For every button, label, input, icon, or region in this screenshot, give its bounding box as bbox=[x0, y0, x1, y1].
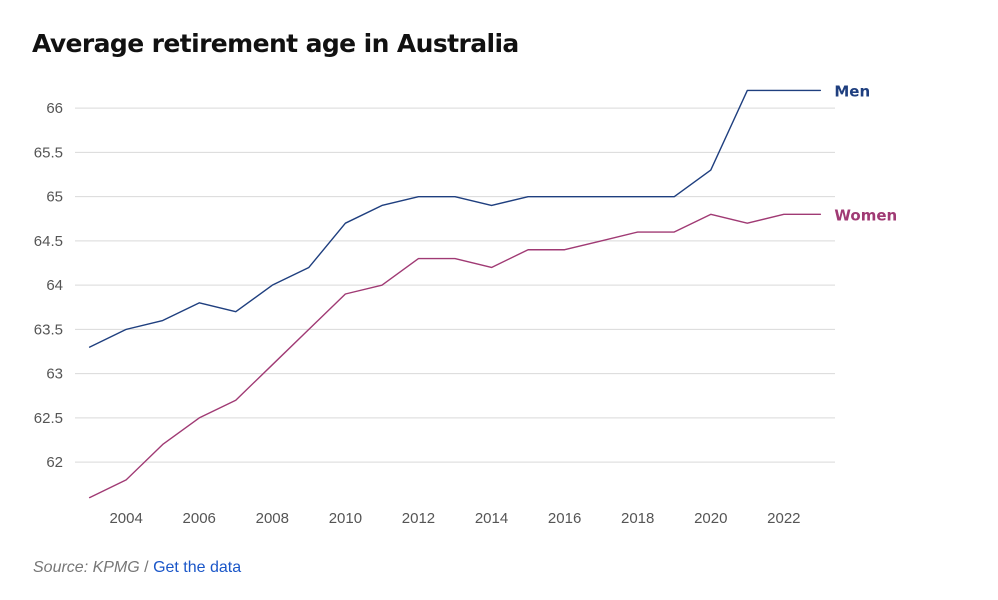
x-tick-label: 2020 bbox=[694, 510, 727, 527]
x-tick-label: 2022 bbox=[767, 510, 800, 527]
source-note: Source: KPMG bbox=[33, 559, 140, 576]
x-tick-label: 2008 bbox=[256, 510, 289, 527]
y-tick-label: 65 bbox=[46, 189, 63, 206]
series-labels: Men Women bbox=[834, 82, 897, 224]
chart-title: Average retirement age in Australia bbox=[32, 29, 519, 58]
y-tick-label: 65.5 bbox=[34, 144, 63, 161]
gridlines bbox=[75, 107, 835, 463]
x-axis-ticks: 2004 2006 2008 2010 2012 2014 2016 2018 2020 2022 bbox=[109, 510, 800, 527]
x-tick-label: 2010 bbox=[329, 510, 362, 527]
y-tick-label: 64 bbox=[46, 277, 63, 294]
x-tick-label: 2012 bbox=[402, 510, 435, 527]
y-tick-label: 63 bbox=[46, 366, 63, 383]
series-label-men: Men bbox=[834, 82, 870, 100]
x-tick-label: 2006 bbox=[183, 510, 216, 527]
footer-separator: / bbox=[144, 559, 149, 576]
get-the-data-link[interactable]: Get the data bbox=[153, 559, 242, 576]
y-axis-ticks: 62 62.5 63 63.5 64 64.5 65 65.5 66 bbox=[34, 100, 63, 471]
x-tick-label: 2016 bbox=[548, 510, 581, 527]
x-tick-label: 2014 bbox=[475, 510, 508, 527]
x-tick-label: 2018 bbox=[621, 510, 654, 527]
y-tick-label: 63.5 bbox=[34, 321, 63, 338]
y-tick-label: 62.5 bbox=[34, 410, 63, 427]
chart-footer: Source: KPMG / Get the data bbox=[33, 559, 241, 577]
series-lines bbox=[88, 89, 822, 499]
y-tick-label: 62 bbox=[46, 454, 63, 471]
y-tick-label: 66 bbox=[46, 100, 63, 117]
x-tick-label: 2004 bbox=[109, 510, 142, 527]
series-label-women: Women bbox=[834, 206, 897, 224]
series-line-women bbox=[88, 213, 822, 499]
series-line-men bbox=[88, 89, 822, 348]
y-tick-label: 64.5 bbox=[34, 233, 63, 250]
